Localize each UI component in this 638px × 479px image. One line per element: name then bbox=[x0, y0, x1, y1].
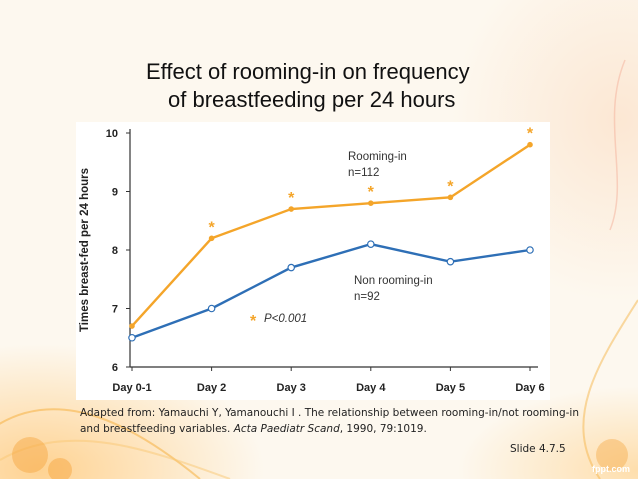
data-point-rooming-in bbox=[447, 194, 454, 201]
legend-rooming-in-name: Rooming-in bbox=[348, 151, 407, 163]
data-point-non-rooming-in bbox=[526, 246, 534, 254]
data-point-rooming-in bbox=[208, 235, 215, 242]
x-tick-label: Day 2 bbox=[197, 382, 226, 394]
x-tick-label: Day 0-1 bbox=[112, 382, 151, 394]
significance-marker: * bbox=[368, 184, 375, 201]
data-point-rooming-in bbox=[368, 200, 374, 206]
y-tick-label: 6 bbox=[112, 362, 118, 374]
data-point-non-rooming-in bbox=[366, 240, 375, 248]
legend-rooming-in-n: n=112 bbox=[348, 167, 379, 179]
data-point-rooming-in bbox=[527, 141, 533, 148]
data-point-non-rooming-in bbox=[207, 304, 216, 313]
significance-marker: * bbox=[288, 190, 295, 207]
y-tick-label: 8 bbox=[112, 245, 118, 257]
y-tick-label: 9 bbox=[112, 187, 118, 199]
caption-journal: Acta Paediatr Scand bbox=[233, 423, 340, 435]
legend-non-rooming-in-n: n=92 bbox=[354, 291, 380, 303]
annotation-pvalue: P<0.001 bbox=[264, 313, 307, 325]
data-point-non-rooming-in bbox=[446, 257, 455, 266]
y-tick-label: 7 bbox=[112, 304, 118, 316]
series-line-non-rooming-in bbox=[131, 242, 531, 339]
x-tick-label: Day 3 bbox=[277, 382, 306, 394]
slide-number: Slide 4.7.5 bbox=[510, 443, 566, 455]
chart-container: 6 7 8 9 10 Times breast-fed per 24 hours Day 0… bbox=[76, 122, 550, 400]
series-line-rooming-in bbox=[131, 143, 531, 327]
x-tick-label: Day 5 bbox=[436, 382, 465, 394]
data-point-non-rooming-in bbox=[287, 263, 296, 272]
significance-marker: * bbox=[447, 178, 454, 195]
y-tick-label: 10 bbox=[106, 128, 118, 140]
x-tick-label: Day 4 bbox=[356, 382, 386, 394]
caption-text: Adapted from: Yamauchi Y, Yamanouchi I .… bbox=[80, 407, 579, 435]
title-line-1: Effect of rooming-in on frequency bbox=[146, 59, 470, 84]
title-line-2: of breastfeeding per 24 hours bbox=[168, 87, 456, 112]
page-title: Effect of rooming-in on frequency of bre… bbox=[120, 58, 520, 114]
source-caption: Adapted from: Yamauchi Y, Yamanouchi I .… bbox=[80, 405, 580, 437]
data-point-rooming-in bbox=[129, 323, 135, 329]
x-tick-label: Day 6 bbox=[515, 382, 544, 394]
significance-marker: * bbox=[208, 219, 215, 236]
legend-non-rooming-in-name: Non rooming-in bbox=[354, 275, 433, 287]
line-chart: 6 7 8 9 10 Times breast-fed per 24 hours Day 0… bbox=[79, 126, 545, 394]
annotation-symbol: * bbox=[250, 313, 257, 330]
data-point-rooming-in bbox=[288, 206, 294, 212]
y-axis-label: Times breast-fed per 24 hours bbox=[79, 168, 91, 332]
brand-logo: fppt.com bbox=[592, 464, 630, 474]
data-point-non-rooming-in bbox=[128, 333, 136, 342]
caption-citation: , 1990, 79:1019. bbox=[339, 423, 427, 435]
significance-marker: * bbox=[527, 126, 534, 143]
